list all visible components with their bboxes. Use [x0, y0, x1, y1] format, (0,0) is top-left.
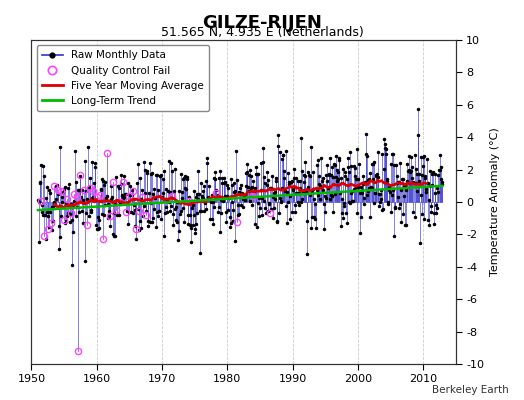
Text: GILZE-RIJEN: GILZE-RIJEN: [202, 14, 322, 32]
Y-axis label: Temperature Anomaly (°C): Temperature Anomaly (°C): [490, 128, 500, 276]
Text: Berkeley Earth: Berkeley Earth: [432, 385, 508, 395]
Text: 51.565 N, 4.935 E (Netherlands): 51.565 N, 4.935 E (Netherlands): [161, 26, 363, 39]
Legend: Raw Monthly Data, Quality Control Fail, Five Year Moving Average, Long-Term Tren: Raw Monthly Data, Quality Control Fail, …: [37, 45, 209, 111]
